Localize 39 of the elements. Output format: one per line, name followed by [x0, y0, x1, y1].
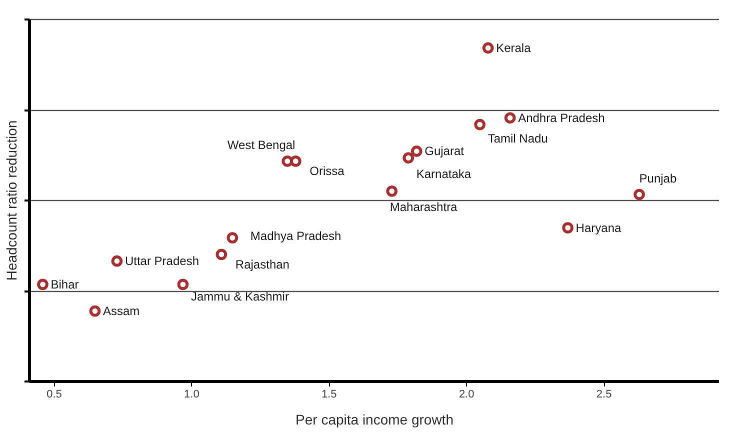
point	[386, 186, 398, 197]
annotation: Uttar Pradesh	[124, 254, 200, 268]
point	[504, 112, 516, 124]
point	[634, 188, 645, 200]
point	[402, 152, 414, 164]
annotation: Bihar	[50, 277, 79, 292]
y-axis-title: Headcount ratio reduction	[4, 120, 20, 281]
point	[177, 278, 189, 290]
x-tick-label: 2.0	[458, 388, 474, 400]
point	[410, 146, 422, 157]
point	[482, 42, 494, 54]
point	[216, 248, 228, 260]
annotation: Assam	[102, 304, 140, 318]
x-tick-label: 2.5	[596, 388, 612, 400]
point	[474, 118, 486, 130]
point	[282, 156, 294, 167]
annotation: Madhya Pradesh	[250, 228, 342, 243]
x-tick-label: 1.0	[184, 388, 200, 400]
annotation: Karnataka	[416, 166, 472, 181]
point	[226, 232, 238, 244]
annotation: Punjab	[639, 172, 677, 186]
annotation: Maharashtra	[390, 200, 458, 214]
x-tick-label: 1.5	[321, 388, 337, 400]
annotation: Rajasthan	[235, 257, 290, 272]
point	[37, 278, 48, 290]
annotation: Orissa	[310, 164, 345, 178]
annotation: Tamil Nadu	[488, 132, 548, 146]
point	[111, 255, 123, 267]
annotation: Gujarat	[424, 144, 465, 158]
annotation: Jammu & Kashmir	[190, 289, 289, 304]
annotation: Haryana	[576, 220, 622, 235]
annotation: West Bengal	[227, 138, 296, 152]
point	[562, 222, 574, 234]
annotation: Kerala	[496, 40, 532, 55]
annotation: Andhra Pradesh	[518, 110, 605, 125]
point	[290, 156, 302, 167]
x-axis-title: Per capita income growth	[296, 412, 454, 428]
point	[89, 305, 101, 317]
x-tick-label: 0.5	[46, 388, 62, 400]
